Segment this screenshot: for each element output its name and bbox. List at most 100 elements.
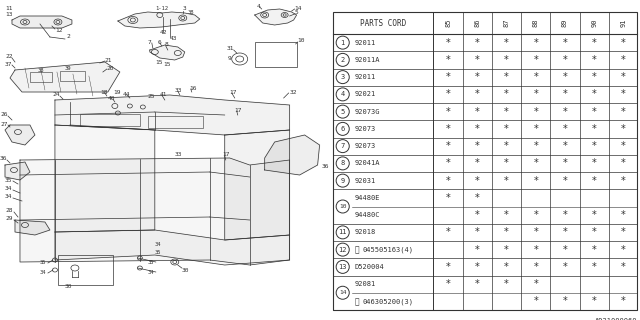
Text: 17: 17 — [230, 90, 237, 94]
Text: *: * — [475, 72, 479, 82]
Text: *: * — [504, 244, 509, 255]
Text: 7: 7 — [148, 39, 152, 44]
Text: 40: 40 — [108, 95, 115, 100]
Text: *: * — [533, 55, 538, 65]
Text: *: * — [504, 55, 509, 65]
Text: *: * — [563, 38, 567, 48]
Text: *: * — [475, 193, 479, 203]
Text: *: * — [445, 279, 451, 289]
Text: *: * — [592, 107, 596, 116]
Text: 35: 35 — [40, 260, 47, 266]
Text: *: * — [475, 124, 479, 134]
Polygon shape — [225, 130, 290, 240]
Text: 19: 19 — [113, 91, 120, 95]
Text: 94480C: 94480C — [355, 212, 380, 218]
Text: 86: 86 — [474, 19, 480, 27]
Text: 38: 38 — [38, 68, 44, 73]
Text: *: * — [621, 262, 626, 272]
Text: 34: 34 — [5, 195, 13, 199]
Text: *: * — [592, 210, 596, 220]
Text: *: * — [563, 244, 567, 255]
Text: *: * — [563, 89, 567, 100]
Text: 6: 6 — [340, 126, 345, 132]
Text: *: * — [504, 176, 509, 186]
Text: 2: 2 — [67, 35, 70, 39]
Text: 5: 5 — [294, 11, 298, 15]
Text: 17: 17 — [235, 108, 242, 113]
Text: *: * — [533, 244, 538, 255]
Text: *: * — [445, 141, 451, 151]
Text: *: * — [533, 89, 538, 100]
Text: 10: 10 — [298, 37, 305, 43]
Text: *: * — [621, 55, 626, 65]
Text: *: * — [563, 107, 567, 116]
Text: *: * — [533, 210, 538, 220]
Text: *: * — [504, 210, 509, 220]
Text: *: * — [621, 38, 626, 48]
Text: 1: 1 — [340, 40, 345, 46]
Text: *: * — [504, 107, 509, 116]
Text: *: * — [445, 124, 451, 134]
Text: *: * — [592, 141, 596, 151]
Text: 11: 11 — [339, 229, 347, 236]
Text: *: * — [621, 244, 626, 255]
Text: 25: 25 — [148, 94, 156, 100]
Bar — [80, 114, 140, 126]
Polygon shape — [5, 162, 30, 180]
Text: 13: 13 — [339, 264, 347, 270]
Text: *: * — [475, 89, 479, 100]
Text: 38: 38 — [188, 11, 195, 15]
Bar — [60, 71, 85, 81]
Text: *: * — [445, 55, 451, 65]
Text: 39: 39 — [65, 67, 72, 71]
Text: *: * — [592, 262, 596, 272]
Text: 43: 43 — [170, 36, 177, 41]
Text: 92073G: 92073G — [355, 108, 380, 115]
Text: 16: 16 — [190, 85, 197, 91]
Text: *: * — [475, 38, 479, 48]
Text: *: * — [563, 210, 567, 220]
Polygon shape — [118, 12, 200, 28]
Text: *: * — [621, 141, 626, 151]
Text: 14: 14 — [294, 5, 302, 11]
Polygon shape — [55, 125, 155, 232]
Text: 92018: 92018 — [355, 229, 376, 236]
Text: 30: 30 — [65, 284, 72, 290]
Text: *: * — [445, 158, 451, 168]
Text: *: * — [592, 55, 596, 65]
Text: *: * — [621, 176, 626, 186]
Polygon shape — [5, 125, 35, 145]
Text: 37: 37 — [5, 61, 13, 67]
Text: 14: 14 — [339, 290, 346, 295]
Text: 92021: 92021 — [355, 92, 376, 97]
Text: *: * — [445, 89, 451, 100]
Text: *: * — [563, 296, 567, 306]
Text: 34: 34 — [148, 269, 154, 275]
Polygon shape — [265, 135, 319, 175]
Text: *: * — [445, 107, 451, 116]
Text: *: * — [504, 72, 509, 82]
Text: *: * — [533, 296, 538, 306]
Text: *: * — [475, 141, 479, 151]
Text: *: * — [445, 193, 451, 203]
Text: *: * — [563, 262, 567, 272]
Text: 15: 15 — [155, 60, 163, 65]
Text: *: * — [621, 72, 626, 82]
Text: 18: 18 — [100, 90, 108, 94]
Text: 13: 13 — [5, 12, 13, 17]
Polygon shape — [20, 158, 290, 265]
Text: 33: 33 — [175, 87, 182, 92]
Text: 41: 41 — [160, 92, 167, 97]
Text: 34: 34 — [5, 187, 13, 191]
Text: 2: 2 — [340, 57, 345, 63]
Text: *: * — [563, 141, 567, 151]
Text: 32: 32 — [290, 90, 297, 94]
Text: 11: 11 — [5, 6, 13, 12]
Text: 36: 36 — [0, 156, 8, 161]
Text: 88: 88 — [532, 19, 539, 27]
Text: *: * — [621, 228, 626, 237]
Polygon shape — [15, 220, 50, 235]
Text: 6: 6 — [158, 39, 161, 44]
Text: *: * — [563, 55, 567, 65]
Text: *: * — [504, 228, 509, 237]
